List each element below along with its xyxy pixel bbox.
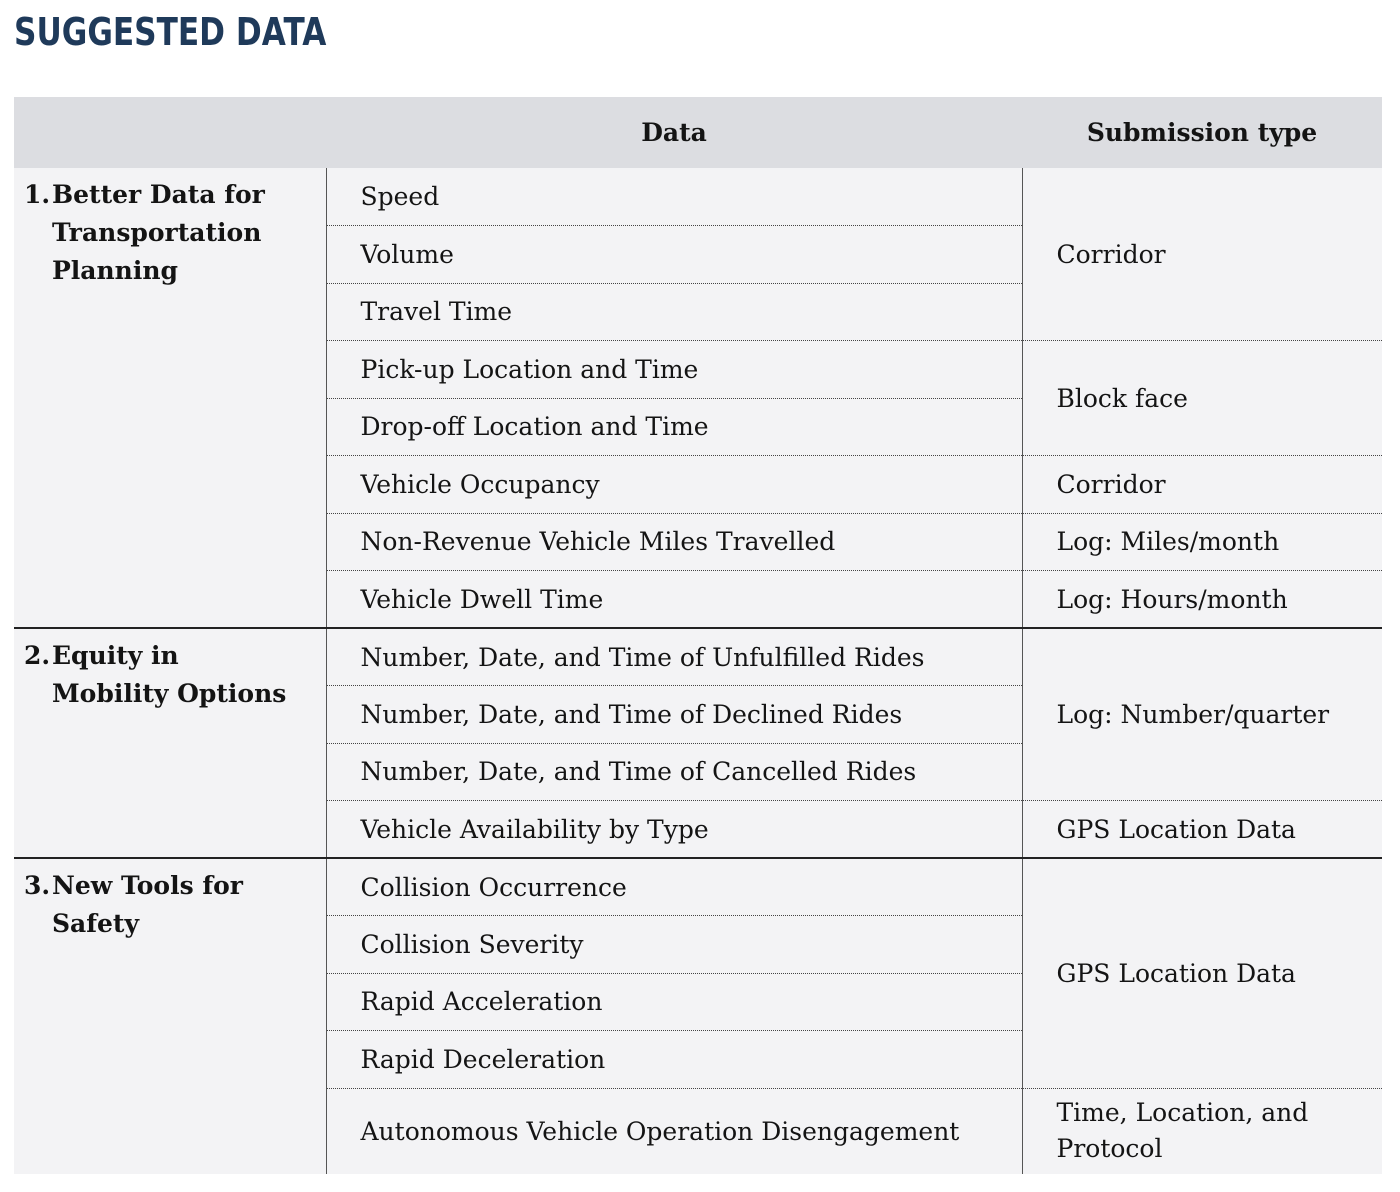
table-row: 2. Equity in Mobility Options Number, Da… (14, 627, 1382, 858)
data-cell: Travel Time (326, 282, 1023, 341)
page-title: SUGGESTED DATA (14, 10, 327, 54)
table-row: Autonomous Vehicle Operation Disengageme… (14, 1087, 1382, 1174)
table-row: Drop-off Location and Time (14, 397, 1382, 456)
header-category (14, 97, 326, 168)
data-cell: Volume (326, 225, 1023, 283)
category-label: Better Data for Transportation Planning (52, 180, 265, 285)
data-cell: Drop-off Location and Time (326, 397, 1023, 456)
header-row: Data Submission type (14, 97, 1382, 168)
submission-cell: Corridor (1056, 239, 1166, 269)
category-cell: 3. New Tools for Safety (14, 857, 327, 1174)
table-row: Rapid Deceleration (14, 1030, 1382, 1088)
table-row: Travel Time (14, 282, 1382, 341)
data-cell: Vehicle Dwell Time (326, 570, 1023, 628)
data-cell: Speed (326, 168, 1023, 226)
submission-cell: Log: Number/quarter (1022, 627, 1382, 801)
table-row: Vehicle Occupancy Corridor (14, 455, 1382, 513)
submission-cell: Log: Miles/month (1022, 512, 1382, 571)
data-cell: Number, Date, and Time of Declined Rides (326, 685, 1023, 743)
category-number: 1. (24, 180, 51, 209)
category-cell: 1. Better Data for Transportation Planni… (14, 168, 327, 628)
data-cell: Vehicle Availability by Type (326, 800, 1023, 858)
table-row: 3. New Tools for Safety Collision Occurr… (14, 857, 1382, 1174)
data-cell: Rapid Acceleration (326, 972, 1023, 1031)
table-row: Rapid Acceleration (14, 972, 1382, 1031)
table-row: Non-Revenue Vehicle Miles Travelled Log:… (14, 512, 1382, 571)
table-row: Number, Date, and Time of Cancelled Ride… (14, 742, 1382, 801)
table-row: Pick-up Location and Time Block face (14, 340, 1382, 456)
table-row: Number, Date, and Time of Declined Rides (14, 685, 1382, 743)
data-cell: Rapid Deceleration (326, 1030, 1023, 1088)
category-label: Equity in Mobility Options (52, 641, 287, 708)
data-cell: Non-Revenue Vehicle Miles Travelled (326, 512, 1023, 571)
category-number: 2. (24, 641, 51, 670)
table-row: Volume (14, 225, 1382, 283)
data-cell: Collision Severity (326, 915, 1023, 973)
data-cell: Number, Date, and Time of Unfulfilled Ri… (326, 627, 1023, 686)
submission-cell: GPS Location Data (1022, 800, 1382, 858)
submission-cell: GPS Location Data (1022, 857, 1382, 1088)
table-row: Collision Severity (14, 915, 1382, 973)
category-number: 3. (24, 871, 51, 900)
data-cell: Pick-up Location and Time (326, 340, 1023, 398)
submission-cell: Corridor (1022, 455, 1382, 513)
submission-cell: Log: Hours/month (1022, 570, 1382, 628)
data-cell: Vehicle Occupancy (326, 455, 1023, 513)
table-row: Vehicle Availability by Type GPS Locatio… (14, 800, 1382, 858)
submission-cell: Time, Location, and Protocol (1022, 1087, 1382, 1174)
header-submission-type: Submission type (1022, 97, 1382, 168)
table-row: 1. Better Data for Transportation Planni… (14, 168, 1382, 628)
suggested-data-table: Data Submission type 1. Better Data for … (14, 97, 1382, 1174)
category-label: New Tools for Safety (52, 871, 243, 938)
data-cell: Autonomous Vehicle Operation Disengageme… (326, 1087, 1023, 1174)
submission-cell: Block face (1022, 340, 1382, 456)
header-data: Data (326, 97, 1022, 168)
category-cell: 2. Equity in Mobility Options (14, 627, 327, 858)
data-cell: Number, Date, and Time of Cancelled Ride… (326, 742, 1023, 801)
table-row: Vehicle Dwell Time Log: Hours/month (14, 570, 1382, 628)
data-cell: Collision Occurrence (326, 857, 1023, 916)
